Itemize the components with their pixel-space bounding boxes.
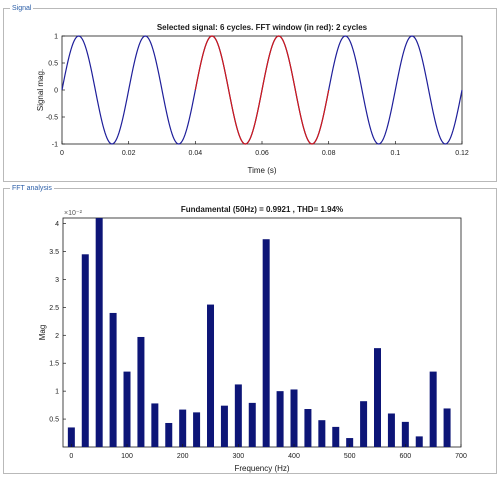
fft-y-tick-label: 4 xyxy=(55,221,59,228)
signal-chart-title: Selected signal: 6 cycles. FFT window (i… xyxy=(157,23,368,32)
fft-chart-title: Fundamental (50Hz) = 0.9921 , THD= 1.94% xyxy=(181,205,343,214)
fft-bar xyxy=(220,405,228,447)
fft-y-tick-label: 1 xyxy=(55,389,59,396)
fft-chart: 0 100 200 300 400 500 600 700 4 3.5 3 2.5 2 1.5 1 0.5 ×1… xyxy=(38,205,467,473)
fft-bar xyxy=(360,401,368,447)
fft-bar xyxy=(207,304,215,447)
fft-bar xyxy=(248,402,256,447)
signal-y-tick-label: -1 xyxy=(52,142,58,149)
fft-bar xyxy=(179,409,187,447)
fft-y-tick-label: 2.5 xyxy=(49,305,59,312)
fft-y-tick-label: 3.5 xyxy=(49,249,59,256)
fft-x-tick-label: 500 xyxy=(344,453,356,460)
fft-bar xyxy=(290,389,298,447)
signal-y-tick-label: -0.5 xyxy=(46,115,58,122)
signal-x-tick-label: 0.04 xyxy=(189,150,203,157)
signal-x-tick-label: 0 xyxy=(60,150,64,157)
fft-y-tick-label: 0.5 xyxy=(49,417,59,424)
fft-bar xyxy=(67,427,75,447)
fft-y-tick-label: 2 xyxy=(55,333,59,340)
fft-bar xyxy=(234,384,242,447)
fft-y-scale-label: ×10⁻² xyxy=(64,210,83,217)
fft-bar xyxy=(318,420,326,447)
fft-x-tick-label: 700 xyxy=(455,453,467,460)
signal-x-tick-label: 0.1 xyxy=(390,150,400,157)
fft-panel-title: FFT analysis xyxy=(10,184,54,194)
fft-bar xyxy=(276,391,284,447)
fft-bar xyxy=(262,239,270,447)
fft-y-tick-label: 3 xyxy=(55,277,59,284)
fft-x-axis-label: Frequency (Hz) xyxy=(234,464,289,473)
fft-bar xyxy=(346,438,354,447)
fft-bar xyxy=(332,426,340,447)
fft-x-tick-label: 600 xyxy=(399,453,411,460)
fft-bar xyxy=(193,412,201,447)
signal-x-tick-label: 0.08 xyxy=(322,150,336,157)
fft-x-tick-label: 200 xyxy=(177,453,189,460)
fft-bar xyxy=(387,413,395,447)
fft-bar xyxy=(109,312,117,447)
fft-bar xyxy=(123,371,131,447)
signal-y-tick-label: 1 xyxy=(54,34,58,41)
signal-x-tick-label: 0.06 xyxy=(255,150,269,157)
signal-chart: 0 0.02 0.04 0.06 0.08 0.1 0.12 1 0.5 0 -0.5 -1 Selec… xyxy=(36,23,469,175)
fft-bar xyxy=(443,408,451,447)
fft-bar xyxy=(95,218,103,447)
fft-x-tick-label: 0 xyxy=(69,453,73,460)
fft-bar xyxy=(165,422,173,447)
fft-y-axis-label: Mag xyxy=(38,325,47,341)
fft-bar xyxy=(304,409,312,447)
signal-panel-title: Signal xyxy=(10,4,34,14)
signal-y-tick-label: 0 xyxy=(54,88,58,95)
signal-y-tick-label: 0.5 xyxy=(48,61,58,68)
fft-x-tick-label: 300 xyxy=(232,453,244,460)
fft-x-tick-label: 400 xyxy=(288,453,300,460)
fft-bar xyxy=(374,348,381,447)
fft-x-tick-label: 100 xyxy=(121,453,133,460)
fft-bar xyxy=(137,336,145,447)
fft-bar xyxy=(151,403,159,447)
signal-x-tick-label: 0.02 xyxy=(122,150,136,157)
signal-y-axis-label: Signal mag. xyxy=(36,69,45,111)
signal-x-tick-label: 0.12 xyxy=(455,150,469,157)
fft-plot-area xyxy=(62,217,462,448)
fft-window-line xyxy=(194,35,330,145)
fft-y-tick-label: 1.5 xyxy=(49,361,59,368)
fft-bar xyxy=(429,371,437,447)
fft-bar xyxy=(401,421,409,447)
signal-x-axis-label: Time (s) xyxy=(247,166,276,175)
fft-bar xyxy=(81,254,89,447)
fft-bar xyxy=(415,436,423,447)
